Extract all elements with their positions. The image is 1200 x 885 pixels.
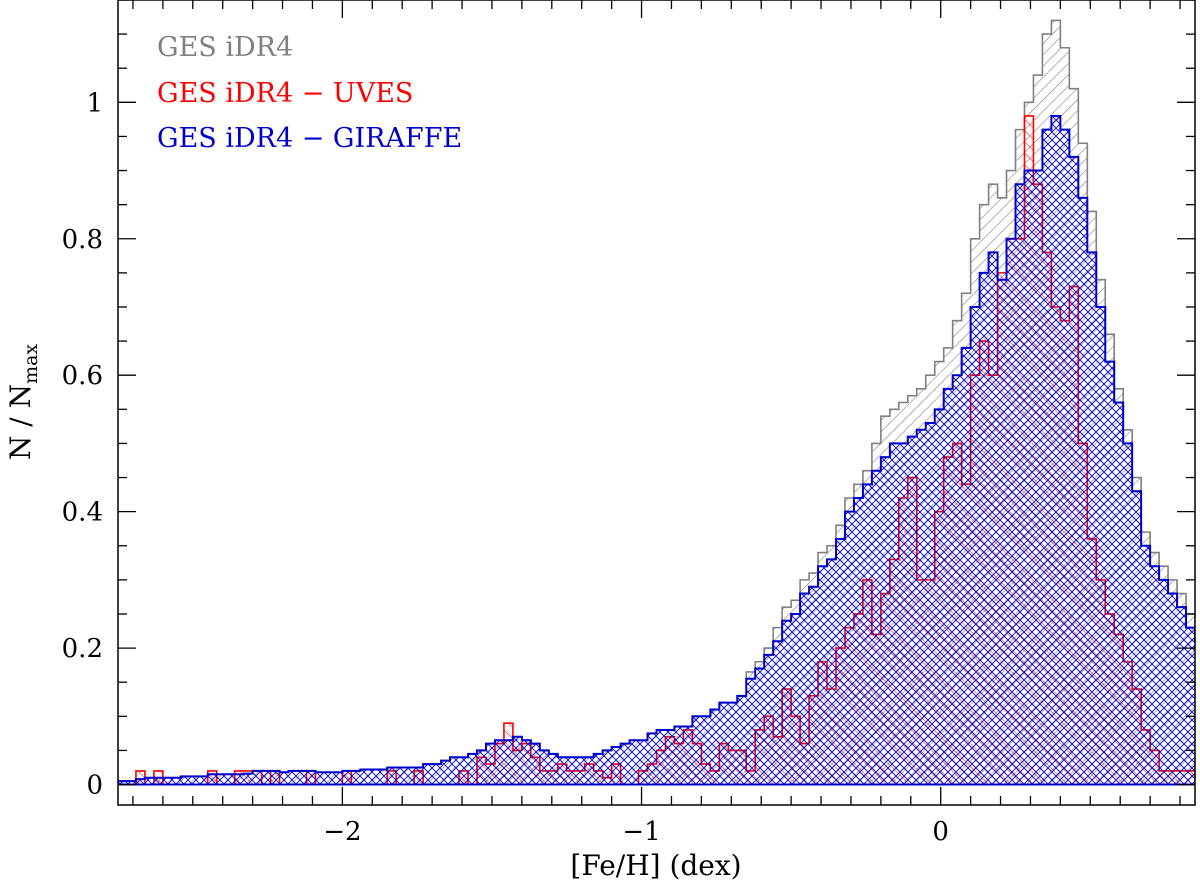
y-tick-labels: 0 0.2 0.4 0.6 0.8 1 <box>62 88 103 800</box>
x-tick-label: −2 <box>323 817 361 847</box>
series-layer <box>118 19 1195 786</box>
y-axis-title: N / Nmax <box>4 344 42 461</box>
legend-entry-uves: GES iDR4 − UVES <box>157 78 413 109</box>
x-tick-labels: −2 −1 0 <box>323 817 949 847</box>
plot-frame <box>117 0 1196 806</box>
y-tick-label: 0 <box>86 771 103 801</box>
y-axis-title-subscript: max <box>20 344 42 384</box>
y-axis-title-main: N / N <box>4 384 37 460</box>
y-tick-label: 0.2 <box>62 634 103 664</box>
y-tick-label: 1 <box>86 88 103 118</box>
x-tick-label: −1 <box>622 817 660 847</box>
series-giraffe <box>118 114 1195 786</box>
ticks-layer <box>118 0 1195 805</box>
series-giraffe-fill <box>118 115 1195 785</box>
y-tick-label: 0.4 <box>62 498 103 528</box>
x-axis-title: [Fe/H] (dex) <box>570 849 741 882</box>
legend: GES iDR4 GES iDR4 − UVES GES iDR4 − GIRA… <box>157 32 462 154</box>
y-tick-label: 0.6 <box>62 361 103 391</box>
y-tick-label: 0.8 <box>62 225 103 255</box>
x-tick-label: 0 <box>932 817 949 847</box>
series-giraffe-outline <box>118 114 1195 786</box>
legend-entry-giraffe: GES iDR4 − GIRAFFE <box>157 123 462 154</box>
legend-entry-ges-idr4: GES iDR4 <box>157 32 293 63</box>
